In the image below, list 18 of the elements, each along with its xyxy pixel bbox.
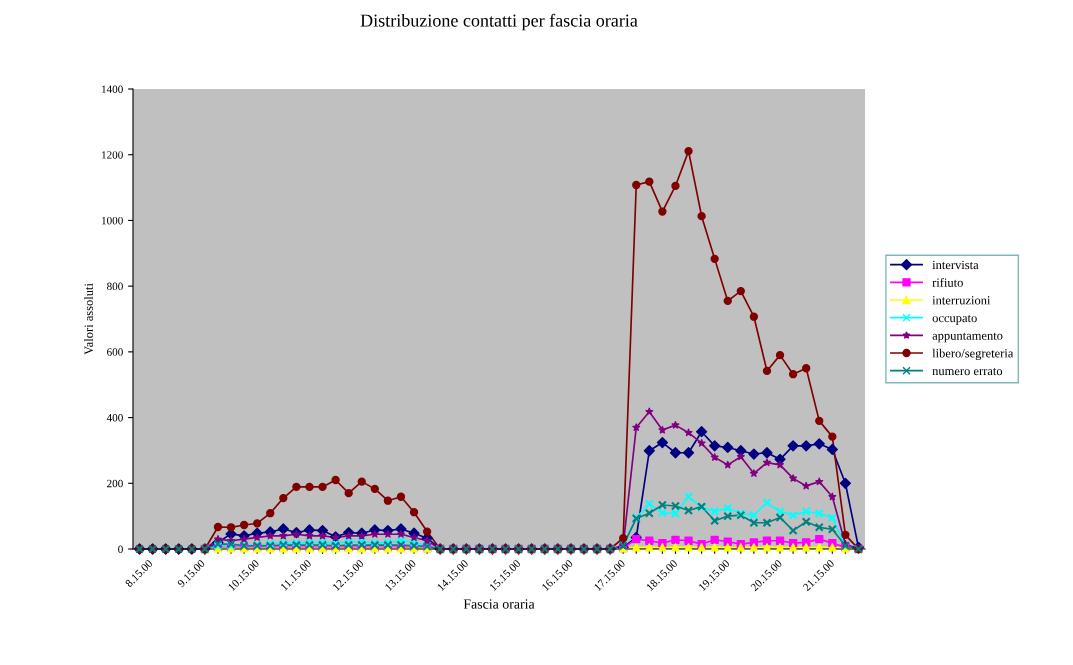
y-tick-label: 800 bbox=[107, 282, 123, 291]
legend-label: numero errato bbox=[932, 368, 1003, 376]
y-tick-label: 200 bbox=[107, 479, 123, 488]
y-tick-label: 1400 bbox=[102, 85, 123, 93]
chart-title: Distribuzione contatti per fascia oraria bbox=[360, 13, 638, 31]
y-axis-title: Valori assoluti bbox=[84, 283, 94, 355]
legend-label: rifiuto bbox=[932, 277, 963, 287]
legend-label: libero/segreteria bbox=[932, 348, 1014, 361]
y-tick-label: 1000 bbox=[102, 216, 123, 225]
legend-label: occupato bbox=[932, 314, 977, 325]
y-tick-label: 0 bbox=[118, 545, 123, 553]
legend-label: appuntamento bbox=[932, 332, 1003, 343]
legend-label: interruzioni bbox=[932, 296, 991, 305]
x-axis-title: Fascia oraria bbox=[463, 599, 535, 609]
y-tick-label: 1200 bbox=[102, 151, 123, 159]
y-tick-label: 400 bbox=[106, 414, 123, 422]
legend-label: intervista bbox=[932, 260, 979, 270]
y-tick-label: 600 bbox=[107, 348, 123, 356]
